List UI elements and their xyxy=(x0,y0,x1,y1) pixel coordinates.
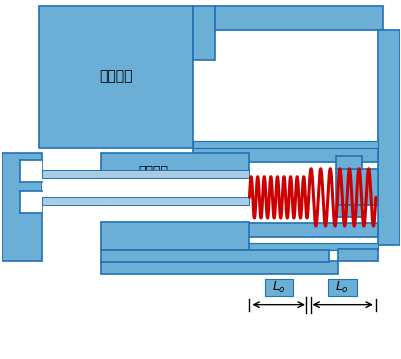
Text: $L_o$: $L_o$ xyxy=(271,280,286,295)
Bar xyxy=(264,279,293,296)
Bar xyxy=(42,169,249,178)
Text: $L_o$: $L_o$ xyxy=(334,280,348,295)
Bar xyxy=(336,156,361,169)
Bar xyxy=(39,6,192,148)
Bar xyxy=(338,249,377,261)
Bar xyxy=(192,148,377,162)
Bar xyxy=(336,205,361,217)
Bar xyxy=(192,223,377,237)
Bar xyxy=(336,169,377,205)
Bar xyxy=(101,222,249,250)
Bar xyxy=(2,153,42,261)
Bar xyxy=(377,31,399,245)
Bar xyxy=(101,261,338,275)
Text: 내측코어: 내측코어 xyxy=(138,165,168,178)
Bar xyxy=(20,191,42,213)
Bar xyxy=(327,279,356,296)
Bar xyxy=(20,160,42,182)
Bar xyxy=(42,179,249,197)
Bar xyxy=(101,153,249,191)
Bar xyxy=(192,243,377,250)
Bar xyxy=(192,6,215,60)
Bar xyxy=(42,197,249,205)
Bar xyxy=(101,250,328,262)
Bar xyxy=(215,6,382,31)
Bar xyxy=(192,141,377,148)
Text: 외측코어: 외측코어 xyxy=(99,69,132,83)
